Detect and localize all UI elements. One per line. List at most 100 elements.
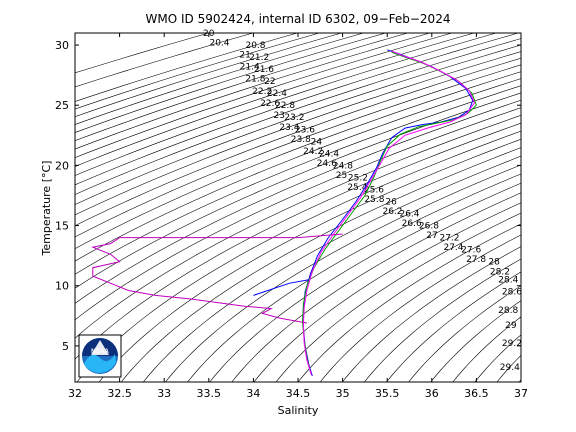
density-contour — [75, 114, 521, 339]
density-contour-label: 24 — [311, 137, 323, 147]
density-contour-label: 27 — [426, 231, 437, 241]
density-contour — [75, 57, 521, 227]
density-contour-label: 27.4 — [443, 243, 463, 253]
density-contour-label: 29 — [505, 321, 517, 331]
density-contour-label: 25.8 — [364, 195, 384, 205]
x-tick-label: 35 — [336, 387, 350, 400]
y-tick-label: 5 — [62, 340, 69, 353]
density-contour — [75, 33, 343, 117]
density-contour — [75, 33, 431, 150]
density-contour — [75, 78, 521, 262]
density-contour-label: 24.6 — [317, 159, 337, 169]
y-tick-label: 25 — [55, 99, 69, 112]
density-contour-label: 22 — [264, 77, 275, 87]
density-contour — [209, 182, 521, 382]
density-contour — [364, 258, 521, 382]
x-axis-ticks: 32 32.5 33 33.5 34 34.5 35 35.5 36 36.5 37 — [68, 33, 528, 400]
density-contour — [142, 155, 521, 382]
chart-title: WMO ID 5902424, internal ID 6302, 09−Feb… — [146, 12, 451, 26]
density-contour-label: 28.8 — [498, 306, 518, 316]
density-contour-label: 27.8 — [466, 255, 486, 265]
density-contour — [452, 316, 521, 382]
density-contour-label: 26 — [385, 198, 397, 208]
density-contour — [75, 64, 521, 238]
density-contour — [474, 334, 521, 382]
density-contour-label: 25.4 — [347, 183, 367, 193]
profile-line — [253, 279, 309, 296]
x-tick-label: 37 — [514, 387, 528, 400]
density-contour — [75, 85, 521, 275]
x-tick-label: 36 — [425, 387, 439, 400]
density-contour — [187, 173, 521, 382]
density-contour — [75, 33, 365, 125]
y-tick-label: 30 — [55, 39, 69, 52]
density-contour-label: 24.4 — [319, 149, 339, 159]
y-tick-label: 10 — [55, 280, 69, 293]
density-contour — [75, 71, 521, 250]
density-contour — [75, 99, 521, 304]
density-contour — [524, 9, 576, 406]
density-contour — [75, 33, 387, 133]
density-contour-label: 23.2 — [284, 113, 304, 123]
density-contour-label: 22.6 — [260, 99, 280, 109]
density-contour-label: 21.8 — [245, 75, 265, 85]
density-contour — [75, 33, 321, 110]
density-contour-label: 28 — [488, 258, 500, 268]
density-contour-label: 24.8 — [333, 161, 353, 171]
density-contour — [408, 285, 521, 382]
profile-line — [91, 233, 343, 324]
noaa-logo: NOAA — [78, 334, 122, 378]
density-contour-label: 23.8 — [291, 135, 311, 145]
density-contour-label: 22.4 — [267, 89, 287, 99]
profile-line — [302, 50, 476, 375]
density-contour-label: 29.2 — [502, 339, 522, 349]
density-contour — [569, 9, 576, 406]
x-tick-label: 36.5 — [464, 387, 489, 400]
density-contour — [75, 51, 521, 216]
x-tick-label: 34.5 — [286, 387, 311, 400]
y-tick-label: 15 — [55, 220, 69, 233]
density-contour — [75, 33, 476, 167]
density-contour — [341, 246, 521, 382]
density-contour-label: 26.4 — [399, 210, 419, 220]
density-contour-label: 20.4 — [209, 39, 229, 49]
density-contour — [75, 33, 454, 158]
density-contour-label: 20.8 — [245, 41, 265, 51]
density-contour — [75, 33, 299, 102]
density-contour — [547, 9, 576, 406]
density-contour-label: 27.2 — [439, 234, 459, 244]
x-tick-label: 32.5 — [107, 387, 132, 400]
density-contour-label: 28.4 — [498, 276, 518, 286]
density-contour — [75, 33, 409, 141]
svg-text:NOAA: NOAA — [91, 349, 109, 355]
profile-lines — [91, 49, 477, 377]
x-tick-label: 33.5 — [197, 387, 222, 400]
y-axis-ticks: 5 10 15 20 25 30 — [55, 39, 521, 353]
density-contour-label: 21.6 — [254, 65, 274, 75]
density-contour — [275, 212, 521, 382]
x-tick-label: 34 — [246, 387, 260, 400]
density-contour — [75, 33, 255, 88]
density-contour-label: 29.4 — [500, 363, 520, 373]
density-contour — [120, 147, 521, 382]
density-contour — [386, 271, 521, 382]
density-contour-label: 21.4 — [240, 63, 260, 73]
density-contour-label: 27.6 — [461, 246, 481, 256]
density-contour — [231, 192, 521, 382]
density-contour-label: 24.2 — [303, 147, 323, 157]
density-contour — [75, 44, 521, 205]
density-contour — [297, 223, 521, 382]
density-contour-label: 26.2 — [382, 207, 402, 217]
density-contour-label: 28.2 — [490, 267, 510, 277]
density-contour — [165, 164, 521, 382]
density-contour — [253, 202, 521, 382]
profile-line — [302, 49, 474, 377]
density-contour — [75, 38, 521, 195]
density-contour-label: 22.8 — [275, 101, 295, 111]
density-contour-label: 21 — [239, 51, 250, 61]
density-contour — [75, 92, 521, 289]
density-contour-label: 22.2 — [252, 87, 272, 97]
density-contour — [75, 33, 520, 186]
